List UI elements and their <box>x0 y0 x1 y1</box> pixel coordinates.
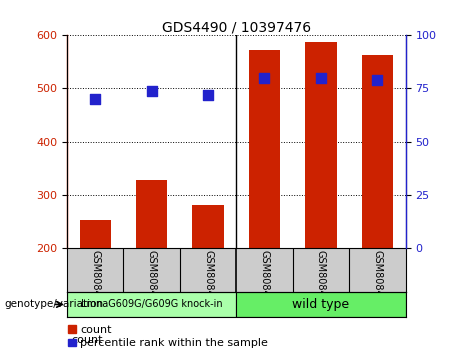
Point <box>148 88 155 93</box>
Point <box>204 92 212 98</box>
Text: GSM808407: GSM808407 <box>316 250 326 309</box>
Bar <box>362 55 393 248</box>
Bar <box>236 292 406 317</box>
Bar <box>193 205 224 248</box>
Bar <box>249 50 280 248</box>
Point <box>374 77 381 83</box>
Bar <box>67 292 236 317</box>
Text: LmnaG609G/G609G knock-in: LmnaG609G/G609G knock-in <box>81 299 222 309</box>
Text: GSM808404: GSM808404 <box>147 250 157 309</box>
Bar <box>306 42 337 248</box>
Point <box>261 75 268 81</box>
Legend: count, percentile rank within the sample: count, percentile rank within the sample <box>68 325 268 348</box>
Text: GSM808408: GSM808408 <box>372 250 383 309</box>
Text: wild type: wild type <box>292 298 349 311</box>
Text: genotype/variation: genotype/variation <box>5 299 104 309</box>
Point <box>91 96 99 102</box>
Text: GSM808406: GSM808406 <box>260 250 270 309</box>
Bar <box>80 220 111 248</box>
Text: GSM808403: GSM808403 <box>90 250 100 309</box>
Text: GSM808405: GSM808405 <box>203 250 213 309</box>
Text: count: count <box>71 335 103 344</box>
Title: GDS4490 / 10397476: GDS4490 / 10397476 <box>162 20 311 34</box>
Bar <box>136 180 167 248</box>
Point <box>317 75 325 81</box>
